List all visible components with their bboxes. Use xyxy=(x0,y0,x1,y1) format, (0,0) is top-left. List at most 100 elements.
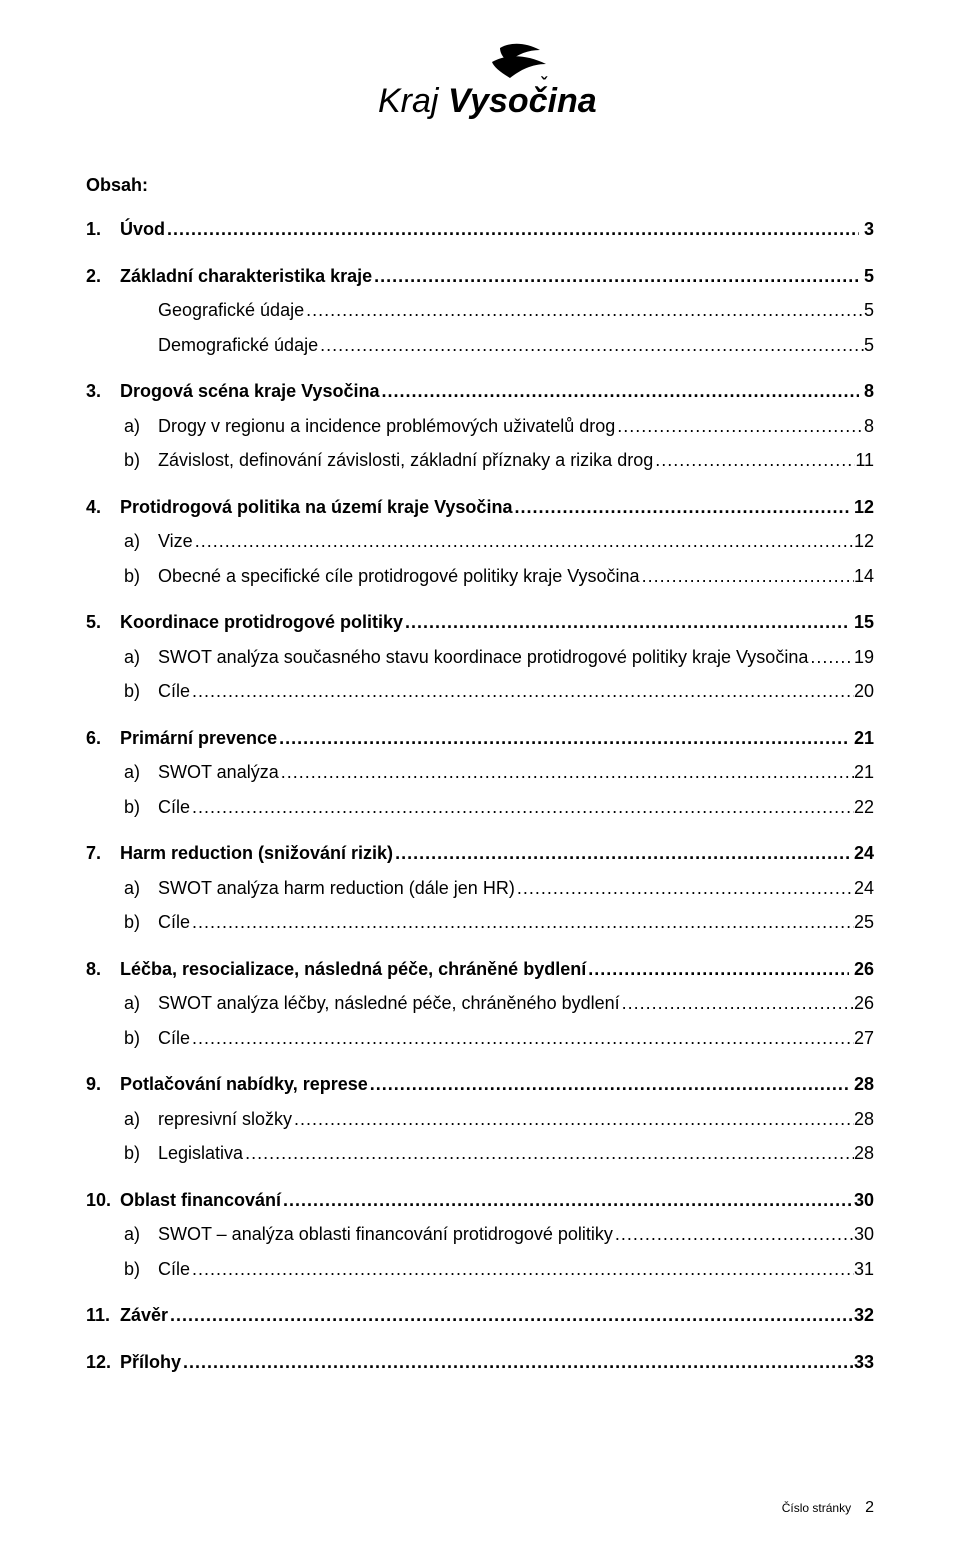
toc-leader-dots xyxy=(304,299,864,322)
toc-number: 1. xyxy=(86,218,120,241)
toc-title: SWOT – analýza oblasti financování proti… xyxy=(158,1223,613,1246)
toc-title: Cíle xyxy=(158,911,190,934)
toc-row: 11.Závěr 32 xyxy=(86,1304,874,1327)
toc-list: 1.Úvod 3 2.Základní charakteristika kraje… xyxy=(86,218,874,1373)
toc-row: b)Cíle20 xyxy=(86,680,874,703)
toc-leader-dots xyxy=(190,1027,854,1050)
toc-number: 12. xyxy=(86,1351,120,1374)
toc-number: a) xyxy=(124,415,158,438)
toc-title: Primární prevence xyxy=(120,727,277,750)
toc-leader-dots xyxy=(190,911,854,934)
svg-text:ˇ: ˇ xyxy=(541,74,548,94)
toc-number: 11. xyxy=(86,1304,120,1327)
toc-title: Úvod xyxy=(120,218,165,241)
toc-leader-dots xyxy=(318,334,864,357)
kraj-vysocina-logo: Kraj Vysočina ˇ xyxy=(350,40,610,130)
toc-leader-dots xyxy=(368,1073,849,1096)
toc-row: Geografické údaje5 xyxy=(86,299,874,322)
toc-page-number: 33 xyxy=(854,1351,874,1374)
toc-leader-dots xyxy=(190,796,854,819)
page-footer: Číslo stránky 2 xyxy=(782,1499,874,1517)
toc-page-number: 24 xyxy=(849,842,874,865)
toc-page-number: 11 xyxy=(855,449,874,472)
toc-title: Obecné a specifické cíle protidrogové po… xyxy=(158,565,640,588)
toc-title: SWOT analýza současného stavu koordinace… xyxy=(158,646,808,669)
toc-title: represivní složky xyxy=(158,1108,292,1131)
toc-page-number: 28 xyxy=(854,1108,874,1131)
toc-leader-dots xyxy=(193,530,854,553)
toc-page-number: 8 xyxy=(859,380,874,403)
toc-page-number: 3 xyxy=(859,218,874,241)
logo-container: Kraj Vysočina ˇ xyxy=(86,40,874,135)
toc-row: 5.Koordinace protidrogové politiky 15 xyxy=(86,611,874,634)
toc-page-number: 28 xyxy=(854,1142,874,1165)
toc-number: a) xyxy=(124,530,158,553)
toc-page-number: 26 xyxy=(854,992,874,1015)
toc-page-number: 30 xyxy=(854,1223,874,1246)
toc-leader-dots xyxy=(808,646,854,669)
toc-page-number: 12 xyxy=(849,496,874,519)
toc-leader-dots xyxy=(615,415,864,438)
toc-heading: Obsah: xyxy=(86,175,874,196)
toc-leader-dots xyxy=(243,1142,854,1165)
toc-title: Základní charakteristika kraje xyxy=(120,265,372,288)
toc-page-number: 32 xyxy=(854,1304,874,1327)
toc-number: b) xyxy=(124,1142,158,1165)
toc-row: b)Cíle31 xyxy=(86,1258,874,1281)
toc-title: Oblast financování xyxy=(120,1189,281,1212)
toc-title: Potlačování nabídky, represe xyxy=(120,1073,368,1096)
toc-number: b) xyxy=(124,1258,158,1281)
toc-title: Závěr xyxy=(120,1304,168,1327)
toc-leader-dots xyxy=(279,761,854,784)
toc-title: SWOT analýza léčby, následné péče, chrán… xyxy=(158,992,620,1015)
toc-page-number: 31 xyxy=(854,1258,874,1281)
toc-row: a)SWOT analýza léčby, následné péče, chr… xyxy=(86,992,874,1015)
toc-number: b) xyxy=(124,796,158,819)
toc-number: a) xyxy=(124,1108,158,1131)
toc-title: Harm reduction (snižování rizik) xyxy=(120,842,393,865)
toc-row: a)SWOT analýza harm reduction (dále jen … xyxy=(86,877,874,900)
toc-title: SWOT analýza harm reduction (dále jen HR… xyxy=(158,877,515,900)
toc-row: a)SWOT analýza21 xyxy=(86,761,874,784)
toc-row: 8.Léčba, resocializace, následná péče, c… xyxy=(86,958,874,981)
toc-row: a)SWOT – analýza oblasti financování pro… xyxy=(86,1223,874,1246)
toc-page-number: 30 xyxy=(854,1189,874,1212)
toc-page-number: 15 xyxy=(849,611,874,634)
toc-row: 4.Protidrogová politika na území kraje V… xyxy=(86,496,874,519)
toc-page-number: 14 xyxy=(854,565,874,588)
toc-leader-dots xyxy=(640,565,854,588)
toc-leader-dots xyxy=(512,496,849,519)
toc-row: 2.Základní charakteristika kraje 5 xyxy=(86,265,874,288)
toc-title: SWOT analýza xyxy=(158,761,279,784)
toc-title: Cíle xyxy=(158,796,190,819)
toc-row: 6.Primární prevence 21 xyxy=(86,727,874,750)
toc-row: a)Vize12 xyxy=(86,530,874,553)
toc-leader-dots xyxy=(393,842,849,865)
toc-page-number: 24 xyxy=(854,877,874,900)
toc-title: Drogová scéna kraje Vysočina xyxy=(120,380,379,403)
toc-number: 8. xyxy=(86,958,120,981)
toc-row: b)Legislativa 28 xyxy=(86,1142,874,1165)
toc-page-number: 5 xyxy=(859,265,874,288)
toc-row: 10.Oblast financování30 xyxy=(86,1189,874,1212)
toc-number: 7. xyxy=(86,842,120,865)
toc-leader-dots xyxy=(281,1189,854,1212)
toc-number: a) xyxy=(124,1223,158,1246)
toc-page-number: 28 xyxy=(849,1073,874,1096)
toc-number: a) xyxy=(124,877,158,900)
toc-leader-dots xyxy=(165,218,859,241)
toc-number: 2. xyxy=(86,265,120,288)
toc-leader-dots xyxy=(181,1351,854,1374)
toc-number: b) xyxy=(124,565,158,588)
toc-leader-dots xyxy=(653,449,855,472)
toc-number: a) xyxy=(124,761,158,784)
toc-title: Legislativa xyxy=(158,1142,243,1165)
logo-main-text: Vysočina xyxy=(448,82,597,120)
toc-title: Léčba, resocializace, následná péče, chr… xyxy=(120,958,586,981)
toc-row: a)represivní složky 28 xyxy=(86,1108,874,1131)
toc-title: Cíle xyxy=(158,1027,190,1050)
toc-number: 5. xyxy=(86,611,120,634)
toc-page-number: 5 xyxy=(864,299,874,322)
toc-page-number: 25 xyxy=(854,911,874,934)
toc-title: Drogy v regionu a incidence problémových… xyxy=(158,415,615,438)
